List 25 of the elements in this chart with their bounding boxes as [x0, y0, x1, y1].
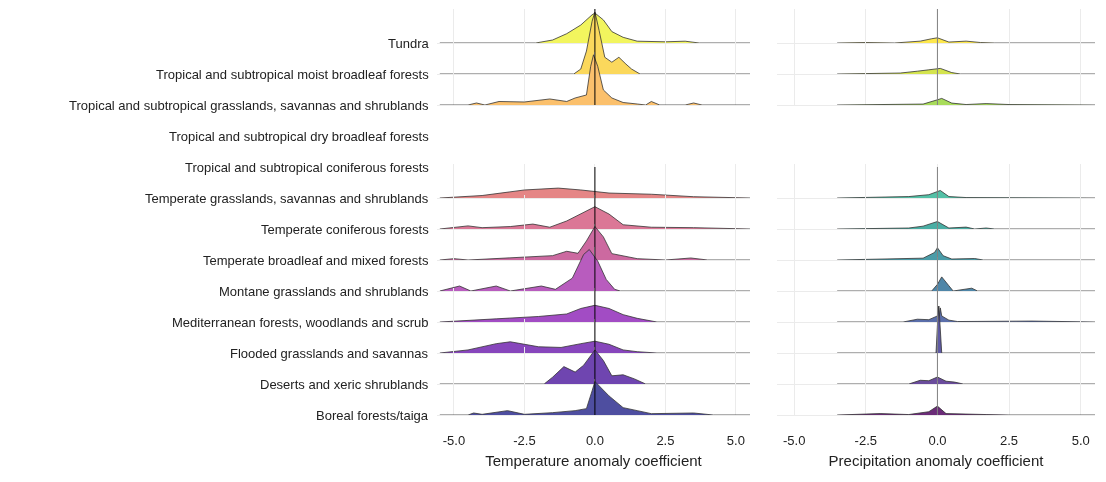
x-tick-label: 5.0	[1071, 432, 1090, 448]
x-tick-label: -5.0	[442, 432, 466, 448]
y-axis-title: Temperate broadleaf and mixed forests	[203, 253, 429, 268]
x-tick-label: -5.0	[782, 432, 806, 448]
x-tick-label: 5.0	[726, 432, 745, 448]
x-tick-label: 0.0	[928, 432, 947, 448]
y-axis-title: Tropical and subtropical moist broadleaf forests	[156, 67, 430, 82]
y-axis-title: Montane grasslands and shrublands	[219, 284, 430, 299]
text: Tropical and subtropical dry broadleaf forests	[169, 129, 430, 144]
y-axis-title: Deserts and xeric shrublands	[260, 377, 429, 392]
x-tick-label: -2.5	[513, 432, 536, 448]
y-axis-title: Temperate coniferous forests	[261, 222, 430, 237]
y-axis-title: Temperate grasslands, savannas and shrublands	[145, 191, 429, 206]
x-tick-label: 2.5	[1000, 432, 1019, 448]
y-axis-title: Flooded grasslands and savannas	[230, 346, 429, 361]
y-axis-title: Tropical and subtropical grasslands, savannas and shrublands	[69, 98, 429, 113]
y-axis-title: Boreal forests/taiga	[316, 408, 429, 423]
y-axis-title: Tundra	[388, 36, 430, 51]
x-axis-title: Precipitation anomaly coefficient	[828, 451, 1045, 469]
x-tick-label: -2.5	[854, 432, 878, 448]
x-tick-label: 2.5	[656, 432, 675, 448]
text: Tropical and subtropical coniferous forests	[185, 160, 430, 175]
y-axis-title: Mediterranean forests, woodlands and scrub	[172, 315, 429, 330]
x-tick-label: 0.0	[585, 432, 604, 448]
x-axis-title: Temperature anomaly coefficient	[485, 451, 703, 469]
